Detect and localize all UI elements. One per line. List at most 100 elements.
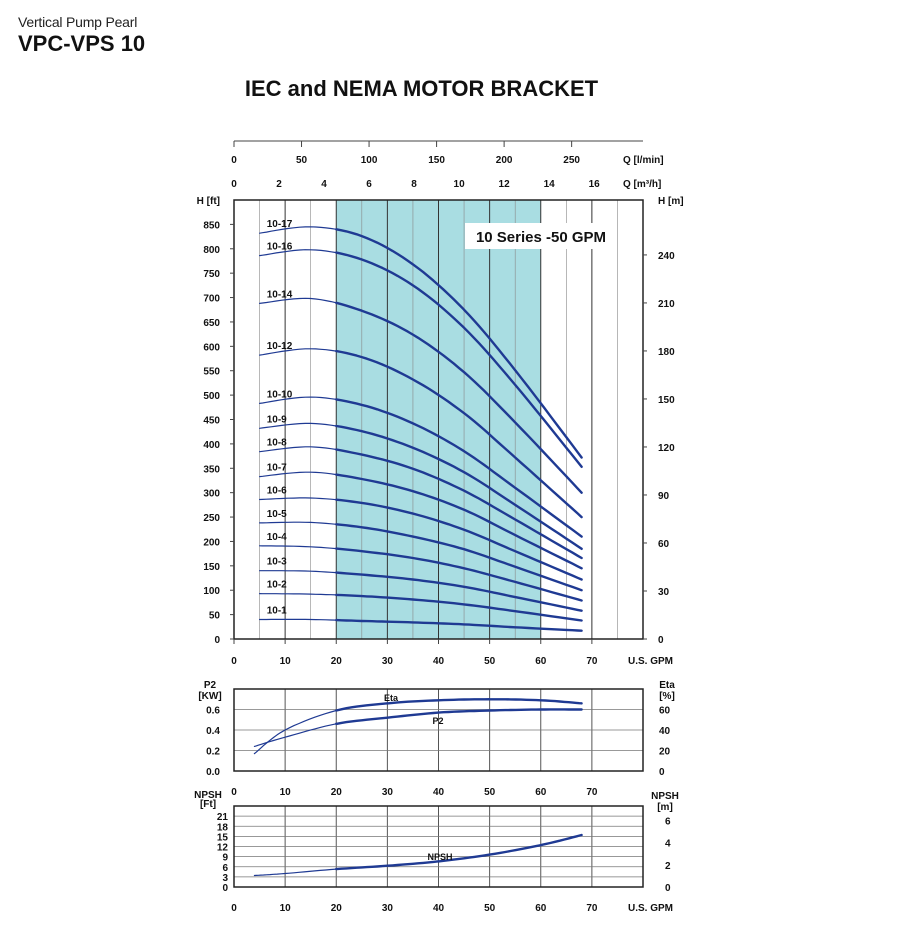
head-curve-10-4	[335, 547, 583, 602]
head-m-label: 120	[658, 443, 675, 454]
eta-pct-label: 20	[659, 747, 671, 758]
head-gpm-label: 20	[331, 656, 343, 667]
head-m-label: 150	[658, 395, 675, 406]
npsh-gpm-label: 40	[433, 903, 445, 914]
top-axis-lmin-label: 50	[296, 155, 308, 166]
top-axis-m3h-label: 14	[544, 179, 556, 190]
head-curve-label-10-10: 10-10	[267, 389, 293, 400]
head-gpm-label: 30	[382, 656, 394, 667]
head-curve-10-16	[335, 251, 583, 468]
power-kw-label: 0.4	[206, 726, 220, 737]
top-axis-m3h-label: 12	[499, 179, 511, 190]
head-curve-10-9-outside	[259, 422, 337, 429]
head-curve-label-10-12: 10-12	[267, 341, 293, 352]
npsh-curve-outside	[253, 868, 337, 877]
head-curve-label-10-3: 10-3	[267, 557, 287, 568]
power-gpm-label: 10	[280, 787, 292, 798]
head-ft-label: 550	[203, 367, 220, 378]
head-ft-label: 450	[203, 416, 220, 427]
head-ft-label: 700	[203, 294, 220, 305]
power-gpm-label: 60	[535, 787, 547, 798]
npsh-ft-label: 6	[222, 863, 228, 874]
head-curve-10-17-outside	[259, 226, 337, 234]
npsh-m-label: 4	[665, 839, 671, 850]
npsh-m-label: 6	[665, 817, 671, 828]
top-axis-lmin-label: 150	[428, 155, 445, 166]
head-curve-label-10-6: 10-6	[267, 485, 287, 496]
head-curve-label-10-7: 10-7	[267, 463, 287, 474]
head-ft-unit: H [ft]	[197, 196, 220, 207]
head-curve-10-3-outside	[259, 570, 337, 574]
top-axis-m3h-label: 0	[231, 179, 237, 190]
head-curve-10-1	[335, 618, 583, 632]
head-gpm-label: 70	[586, 656, 598, 667]
head-curve-10-12-outside	[259, 348, 337, 356]
top-axis-m3h-label: 6	[366, 179, 372, 190]
power-kw-label: 0.2	[206, 747, 220, 758]
head-curve-10-14	[335, 301, 583, 494]
chart-heading: IEC and NEMA MOTOR BRACKET	[244, 76, 599, 101]
npsh-curve	[335, 833, 583, 871]
head-curve-10-1-outside	[259, 618, 337, 621]
power-gpm-label: 70	[586, 787, 598, 798]
power-gpm-label: 50	[484, 787, 496, 798]
head-ft-label: 200	[203, 537, 220, 548]
head-curve-10-6-outside	[259, 497, 337, 501]
head-ft-label: 0	[214, 635, 220, 646]
top-axis-m3h-label: 16	[589, 179, 601, 190]
head-ft-label: 150	[203, 562, 220, 573]
power-gpm-label: 40	[433, 787, 445, 798]
npsh-m-label: 2	[665, 861, 671, 872]
head-ft-label: 100	[203, 586, 220, 597]
npsh-m-unit-bottom: [m]	[657, 802, 673, 813]
head-curve-10-3	[335, 571, 583, 612]
head-ft-label: 600	[203, 342, 220, 353]
head-curve-10-6	[335, 498, 583, 581]
head-m-label: 240	[658, 251, 675, 262]
head-curve-10-14-outside	[259, 297, 337, 304]
head-curve-label-10-1: 10-1	[267, 605, 287, 616]
npsh-gpm-label: 10	[280, 903, 292, 914]
npsh-m-label: 0	[665, 883, 671, 894]
head-curve-10-10-outside	[259, 396, 337, 404]
head-curve-label-10-5: 10-5	[267, 509, 287, 520]
top-axis-m3h-label: 2	[276, 179, 282, 190]
head-curve-10-2-outside	[259, 593, 337, 596]
head-curve-10-5-outside	[259, 521, 337, 525]
eta-pct-label: 0	[659, 767, 665, 778]
top-axis-lmin-label: 100	[361, 155, 378, 166]
p2-curve-label: P2	[432, 716, 443, 726]
eta-pct-label: 40	[659, 726, 671, 737]
product-line-subtitle: Vertical Pump Pearl	[18, 14, 138, 30]
head-m-label: 0	[658, 635, 664, 646]
top-axis-m3h-label: 10	[454, 179, 466, 190]
eta-pct-unit-bottom: [%]	[659, 691, 675, 702]
head-ft-label: 50	[209, 611, 221, 622]
top-axis-lmin-label: 200	[496, 155, 513, 166]
npsh-ft-label: 12	[217, 843, 229, 854]
head-curve-10-16-outside	[259, 249, 337, 257]
head-curve-10-4-outside	[259, 545, 337, 550]
head-ft-label: 400	[203, 440, 220, 451]
head-curve-label-10-4: 10-4	[267, 532, 287, 543]
npsh-ft-unit-bottom: [Ft]	[200, 799, 216, 810]
npsh-ft-unit-top: NPSH	[194, 790, 222, 801]
head-m-label: 90	[658, 491, 670, 502]
head-ft-label: 250	[203, 513, 220, 524]
npsh-ft-label: 15	[217, 832, 229, 843]
top-axis-m3h-unit: Q [m³/h]	[623, 179, 661, 190]
top-axis-lmin-label: 250	[563, 155, 580, 166]
npsh-ft-label: 9	[222, 853, 228, 864]
npsh-ft-label: 0	[222, 883, 228, 894]
head-curve-10-17	[335, 228, 583, 459]
p2-curve	[335, 708, 583, 726]
npsh-m-unit-top: NPSH	[651, 791, 679, 802]
top-axis-m3h-label: 4	[321, 179, 327, 190]
npsh-gpm-label: 60	[535, 903, 547, 914]
eta-curve-label: Eta	[384, 693, 399, 703]
head-gpm-unit: U.S. GPM	[628, 656, 673, 667]
head-m-label: 60	[658, 539, 670, 550]
head-ft-label: 750	[203, 269, 220, 280]
head-gpm-label: 10	[280, 656, 292, 667]
npsh-gpm-label: 50	[484, 903, 496, 914]
